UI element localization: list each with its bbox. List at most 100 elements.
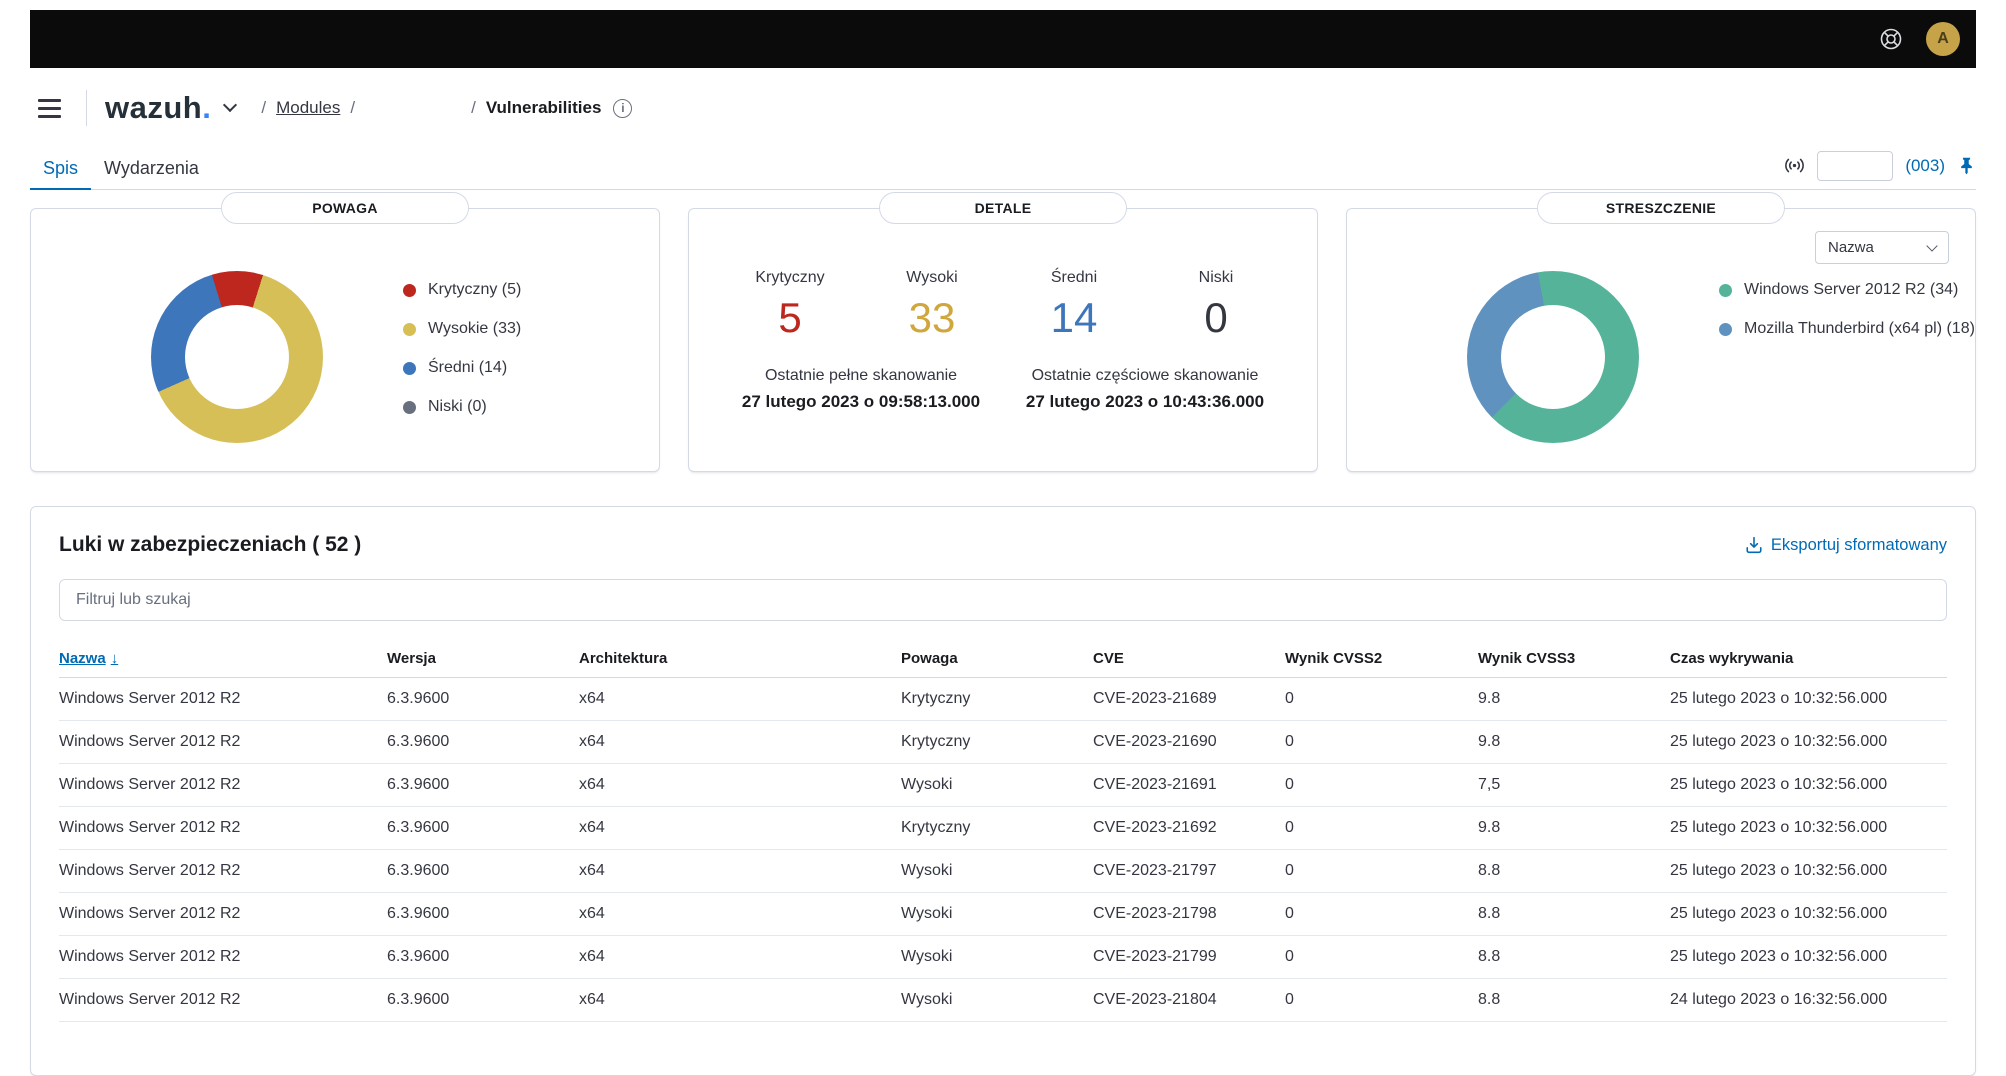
stat-high: Wysoki 33 <box>861 269 1003 339</box>
cell-czas: 25 lutego 2023 o 10:32:56.000 <box>1670 677 1947 720</box>
table-row[interactable]: Windows Server 2012 R2 6.3.9600 x64 Kryt… <box>59 677 1947 720</box>
breadcrumb-separator: / <box>471 98 476 118</box>
breadcrumb-separator: / <box>350 98 355 118</box>
legend-item[interactable]: Wysokie (33) <box>403 320 521 338</box>
table-row[interactable]: Windows Server 2012 R2 6.3.9600 x64 Kryt… <box>59 720 1947 763</box>
table-row[interactable]: Windows Server 2012 R2 6.3.9600 x64 Wyso… <box>59 978 1947 1021</box>
cell-cve: CVE-2023-21690 <box>1093 720 1285 763</box>
lifebuoy-icon <box>1878 26 1904 52</box>
legend-dot <box>403 323 416 336</box>
menu-toggle-button[interactable] <box>30 85 76 131</box>
header-divider <box>86 90 87 126</box>
column-header-wersja[interactable]: Wersja <box>387 641 579 677</box>
legend-item[interactable]: Mozilla Thunderbird (x64 pl) (18) <box>1719 320 1975 338</box>
column-header-powaga[interactable]: Powaga <box>901 641 1093 677</box>
legend-item[interactable]: Krytyczny (5) <box>403 281 521 299</box>
vuln-rows: Windows Server 2012 R2 6.3.9600 x64 Kryt… <box>59 677 1947 1021</box>
cell-nazwa: Windows Server 2012 R2 <box>59 720 387 763</box>
cell-wersja: 6.3.9600 <box>387 806 579 849</box>
cell-cvss3: 9.8 <box>1478 677 1670 720</box>
legend-dot <box>403 401 416 414</box>
legend-label: Wysokie (33) <box>428 320 521 338</box>
legend-label: Niski (0) <box>428 398 487 416</box>
vulnerabilities-table: Nazwa↓ Wersja Architektura Powaga CVE Wy… <box>59 641 1947 1022</box>
legend-dot <box>403 362 416 375</box>
legend-item[interactable]: Windows Server 2012 R2 (34) <box>1719 281 1975 299</box>
details-card-title: DETALE <box>879 192 1127 224</box>
scan-info: Ostatnie pełne skanowanie 27 lutego 2023… <box>719 367 1287 412</box>
cell-cvss3: 8.8 <box>1478 849 1670 892</box>
legend-label: Mozilla Thunderbird (x64 pl) (18) <box>1744 320 1975 338</box>
cell-architektura: x64 <box>579 978 901 1021</box>
cell-cvss2: 0 <box>1285 978 1478 1021</box>
cell-nazwa: Windows Server 2012 R2 <box>59 677 387 720</box>
cell-czas: 25 lutego 2023 o 10:32:56.000 <box>1670 849 1947 892</box>
chevron-down-icon[interactable] <box>223 98 237 112</box>
chevron-down-icon <box>1926 240 1937 251</box>
cell-cve: CVE-2023-21804 <box>1093 978 1285 1021</box>
cell-powaga: Wysoki <box>901 892 1093 935</box>
cell-nazwa: Windows Server 2012 R2 <box>59 892 387 935</box>
cell-cvss2: 0 <box>1285 763 1478 806</box>
column-header-czas[interactable]: Czas wykrywania <box>1670 641 1947 677</box>
cell-nazwa: Windows Server 2012 R2 <box>59 978 387 1021</box>
summary-legend: Windows Server 2012 R2 (34) Mozilla Thun… <box>1719 281 1975 471</box>
cell-powaga: Wysoki <box>901 935 1093 978</box>
breadcrumb-current-page: Vulnerabilities <box>486 98 602 118</box>
cell-architektura: x64 <box>579 935 901 978</box>
info-icon[interactable]: i <box>613 99 632 118</box>
column-header-architektura[interactable]: Architektura <box>579 641 901 677</box>
column-header-cve[interactable]: CVE <box>1093 641 1285 677</box>
vulnerabilities-table-card: Luki w zabezpieczeniach ( 52 ) Eksportuj… <box>30 506 1976 1076</box>
severity-stats: Krytyczny 5 Wysoki 33 Średni 14 Niski 0 <box>719 269 1287 339</box>
summary-card-title: STRESZCZENIE <box>1537 192 1785 224</box>
table-row[interactable]: Windows Server 2012 R2 6.3.9600 x64 Wyso… <box>59 763 1947 806</box>
details-card: DETALE Krytyczny 5 Wysoki 33 Średni 14 N… <box>688 208 1318 472</box>
cell-cvss3: 8.8 <box>1478 978 1670 1021</box>
column-header-cvss3[interactable]: Wynik CVSS3 <box>1478 641 1670 677</box>
cell-architektura: x64 <box>579 720 901 763</box>
table-filter-input[interactable] <box>59 579 1947 621</box>
cell-cve: CVE-2023-21799 <box>1093 935 1285 978</box>
app-header: wazuh. / Modules / / Vulnerabilities i <box>30 68 1976 148</box>
cell-cvss2: 0 <box>1285 720 1478 763</box>
user-avatar[interactable]: A <box>1926 22 1960 56</box>
cell-cvss3: 9.8 <box>1478 806 1670 849</box>
export-formatted-button[interactable]: Eksportuj sformatowany <box>1745 536 1947 555</box>
tab-wydarzenia[interactable]: Wydarzenia <box>91 148 212 189</box>
table-row[interactable]: Windows Server 2012 R2 6.3.9600 x64 Kryt… <box>59 806 1947 849</box>
cell-cvss3: 9.8 <box>1478 720 1670 763</box>
cell-czas: 25 lutego 2023 o 10:32:56.000 <box>1670 806 1947 849</box>
breadcrumb: / Modules / / Vulnerabilities i <box>261 98 632 118</box>
partial-scan-info: Ostatnie częściowe skanowanie 27 lutego … <box>1003 367 1287 412</box>
cell-powaga: Krytyczny <box>901 677 1093 720</box>
cell-czas: 25 lutego 2023 o 10:32:56.000 <box>1670 720 1947 763</box>
cell-cve: CVE-2023-21692 <box>1093 806 1285 849</box>
hamburger-icon <box>38 99 61 102</box>
cell-wersja: 6.3.9600 <box>387 892 579 935</box>
help-icon[interactable] <box>1878 26 1904 52</box>
tab-spis[interactable]: Spis <box>30 148 91 189</box>
agent-search-input[interactable] <box>1817 151 1893 181</box>
table-row[interactable]: Windows Server 2012 R2 6.3.9600 x64 Wyso… <box>59 892 1947 935</box>
legend-item[interactable]: Średni (14) <box>403 359 521 377</box>
cell-powaga: Wysoki <box>901 849 1093 892</box>
column-header-cvss2[interactable]: Wynik CVSS2 <box>1285 641 1478 677</box>
cell-czas: 25 lutego 2023 o 10:32:56.000 <box>1670 892 1947 935</box>
legend-item[interactable]: Niski (0) <box>403 398 521 416</box>
legend-label: Windows Server 2012 R2 (34) <box>1744 281 1958 299</box>
breadcrumb-modules-link[interactable]: Modules <box>276 98 340 118</box>
table-row[interactable]: Windows Server 2012 R2 6.3.9600 x64 Wyso… <box>59 935 1947 978</box>
cell-wersja: 6.3.9600 <box>387 935 579 978</box>
column-header-nazwa[interactable]: Nazwa↓ <box>59 641 387 677</box>
wazuh-logo[interactable]: wazuh. <box>105 90 211 126</box>
cell-nazwa: Windows Server 2012 R2 <box>59 849 387 892</box>
broadcast-icon[interactable] <box>1784 155 1805 176</box>
cell-powaga: Krytyczny <box>901 720 1093 763</box>
table-row[interactable]: Windows Server 2012 R2 6.3.9600 x64 Wyso… <box>59 849 1947 892</box>
stat-critical: Krytyczny 5 <box>719 269 861 339</box>
summary-sort-select[interactable]: Nazwa <box>1815 231 1949 264</box>
cell-cve: CVE-2023-21797 <box>1093 849 1285 892</box>
cell-czas: 24 lutego 2023 o 16:32:56.000 <box>1670 978 1947 1021</box>
pin-icon[interactable] <box>1957 156 1976 175</box>
